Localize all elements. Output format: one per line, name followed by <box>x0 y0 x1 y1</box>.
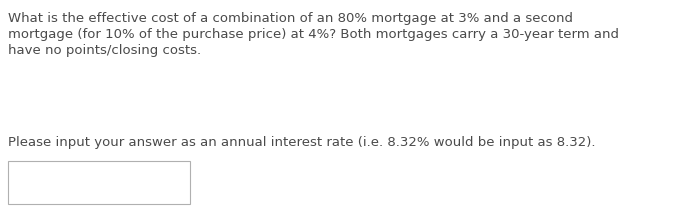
Text: What is the effective cost of a combination of an 80% mortgage at 3% and a secon: What is the effective cost of a combinat… <box>8 12 619 57</box>
Text: Please input your answer as an annual interest rate (i.e. 8.32% would be input a: Please input your answer as an annual in… <box>8 136 596 149</box>
FancyBboxPatch shape <box>8 161 190 204</box>
